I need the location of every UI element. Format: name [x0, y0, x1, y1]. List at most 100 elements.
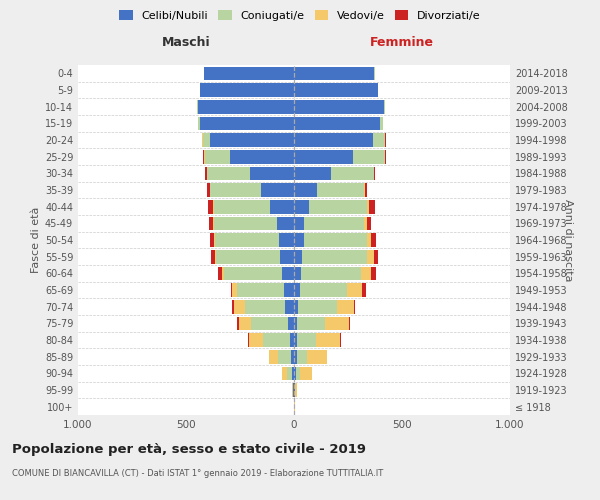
Bar	[371, 266, 376, 280]
Bar	[284, 283, 294, 297]
Bar	[294, 233, 304, 247]
Bar	[364, 216, 367, 230]
Bar	[280, 250, 294, 264]
Bar	[292, 366, 294, 380]
Bar	[374, 166, 375, 180]
Bar	[211, 183, 260, 197]
Bar	[233, 300, 245, 314]
Bar	[251, 316, 287, 330]
Bar	[294, 166, 331, 180]
Bar	[215, 250, 280, 264]
Bar	[209, 216, 213, 230]
Bar	[232, 300, 233, 314]
Bar	[203, 150, 205, 164]
Bar	[211, 250, 215, 264]
Bar	[365, 183, 367, 197]
Bar	[294, 66, 374, 80]
Bar	[302, 250, 367, 264]
Bar	[260, 183, 294, 197]
Bar	[294, 283, 300, 297]
Bar	[211, 233, 214, 247]
Bar	[263, 333, 290, 347]
Bar	[300, 366, 312, 380]
Bar	[214, 233, 215, 247]
Y-axis label: Anni di nascita: Anni di nascita	[563, 198, 573, 281]
Bar	[203, 133, 210, 147]
Bar	[270, 200, 294, 213]
Bar	[294, 266, 301, 280]
Bar	[239, 316, 251, 330]
Bar	[300, 283, 347, 297]
Bar	[301, 266, 361, 280]
Bar	[296, 366, 300, 380]
Bar	[362, 283, 366, 297]
Bar	[374, 250, 379, 264]
Bar	[205, 66, 294, 80]
Bar	[297, 350, 307, 364]
Y-axis label: Fasce di età: Fasce di età	[31, 207, 41, 273]
Bar	[367, 233, 371, 247]
Bar	[294, 116, 380, 130]
Bar	[294, 333, 297, 347]
Bar	[200, 83, 294, 97]
Bar	[297, 333, 316, 347]
Bar	[286, 300, 294, 314]
Bar	[249, 333, 263, 347]
Bar	[295, 383, 297, 397]
Bar	[297, 316, 325, 330]
Bar	[294, 300, 298, 314]
Bar	[294, 216, 304, 230]
Bar	[291, 350, 294, 364]
Bar	[317, 183, 364, 197]
Bar	[294, 83, 378, 97]
Bar	[294, 100, 384, 114]
Bar	[208, 183, 210, 197]
Bar	[385, 150, 386, 164]
Bar	[200, 116, 294, 130]
Bar	[245, 300, 286, 314]
Bar	[369, 200, 375, 213]
Bar	[347, 283, 362, 297]
Bar	[231, 283, 232, 297]
Bar	[287, 316, 294, 330]
Bar	[282, 366, 287, 380]
Bar	[367, 216, 371, 230]
Bar	[277, 216, 294, 230]
Bar	[208, 166, 250, 180]
Bar	[205, 166, 207, 180]
Bar	[199, 116, 200, 130]
Bar	[298, 300, 337, 314]
Bar	[384, 100, 385, 114]
Bar	[282, 266, 294, 280]
Bar	[198, 100, 294, 114]
Text: COMUNE DI BIANCAVILLA (CT) - Dati ISTAT 1° gennaio 2019 - Elaborazione TUTTITALI: COMUNE DI BIANCAVILLA (CT) - Dati ISTAT …	[12, 468, 383, 477]
Bar	[292, 383, 293, 397]
Bar	[294, 150, 353, 164]
Bar	[232, 283, 237, 297]
Bar	[316, 333, 340, 347]
Legend: Celibi/Nubili, Coniugati/e, Vedovi/e, Divorziati/e: Celibi/Nubili, Coniugati/e, Vedovi/e, Di…	[117, 8, 483, 23]
Bar	[224, 266, 282, 280]
Bar	[269, 350, 278, 364]
Bar	[215, 233, 279, 247]
Bar	[287, 366, 292, 380]
Bar	[307, 350, 327, 364]
Bar	[222, 266, 224, 280]
Bar	[364, 183, 365, 197]
Bar	[214, 216, 277, 230]
Bar	[373, 133, 385, 147]
Bar	[237, 316, 239, 330]
Bar	[308, 200, 367, 213]
Bar	[230, 150, 294, 164]
Bar	[205, 150, 230, 164]
Bar	[349, 316, 350, 330]
Bar	[325, 316, 349, 330]
Bar	[331, 166, 374, 180]
Bar	[293, 383, 294, 397]
Bar	[294, 316, 297, 330]
Bar	[294, 383, 295, 397]
Bar	[380, 116, 383, 130]
Bar	[340, 333, 341, 347]
Bar	[237, 283, 284, 297]
Bar	[290, 333, 294, 347]
